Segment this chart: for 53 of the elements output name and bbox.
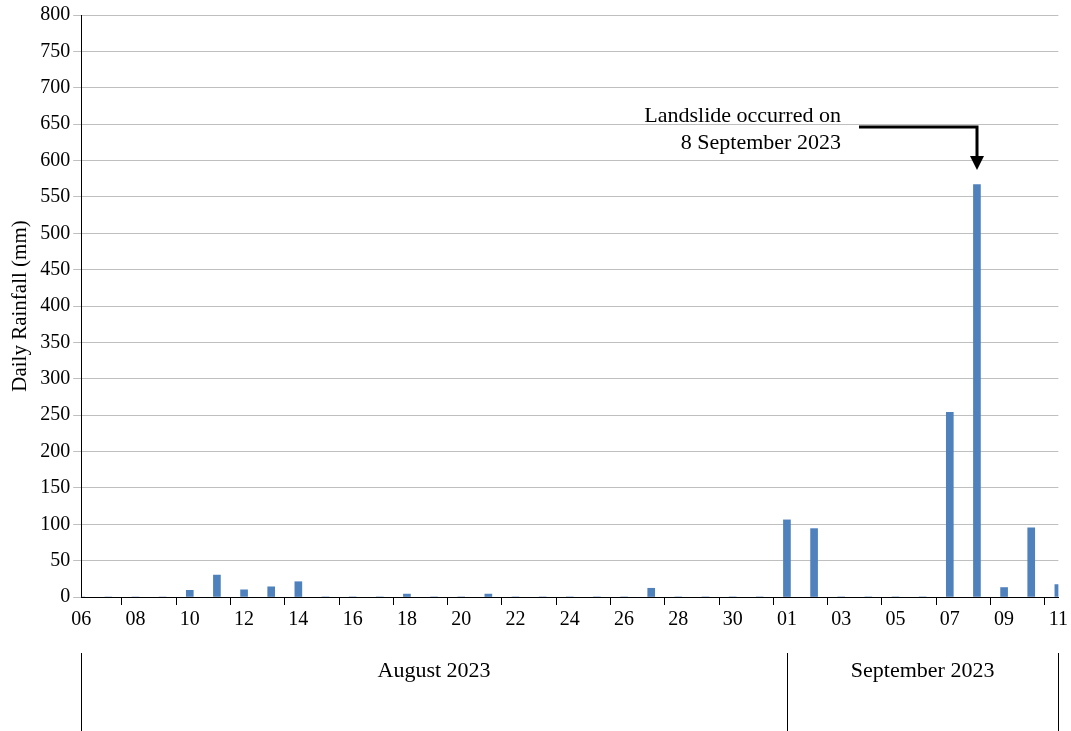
y-tick-label: 350 [40, 329, 71, 352]
y-tick-label: 150 [40, 475, 71, 498]
bar [945, 411, 954, 597]
bar [185, 590, 194, 597]
x-tick-label: 16 [342, 607, 363, 630]
y-tick-label: 750 [40, 38, 71, 61]
bar [783, 519, 791, 597]
bar [1027, 527, 1036, 597]
y-tick-label: 100 [40, 511, 71, 534]
x-tick-label: 18 [396, 607, 417, 630]
y-tick-label: 50 [50, 547, 71, 570]
y-tick-label: 400 [40, 293, 71, 316]
x-tick-label: 03 [831, 607, 852, 630]
x-tick-label: 28 [668, 607, 689, 630]
y-tick-label: 600 [40, 147, 71, 170]
bar [294, 581, 303, 597]
bar [267, 586, 276, 597]
x-tick-label: 06 [71, 607, 92, 630]
x-tick-label: 14 [288, 607, 309, 630]
x-tick-label: 24 [559, 607, 580, 630]
annotation: Landslide occurred on 8 September 2023 [644, 100, 841, 155]
x-tick-label: 22 [505, 607, 526, 630]
y-tick-label: 550 [40, 184, 71, 207]
y-tick-label: 250 [40, 402, 71, 425]
text: September 2023 [850, 656, 995, 682]
bar [403, 593, 411, 597]
y-tick-label: 300 [40, 366, 71, 388]
x-tick-label: 10 [179, 607, 200, 630]
y-axis-title: Daily Rainfall (mm) [7, 220, 32, 392]
bar [240, 589, 248, 597]
x-tick-label: 01 [776, 607, 797, 630]
bar [647, 587, 656, 597]
y-tick-label: 450 [40, 256, 71, 279]
x-tick-label: 20 [451, 607, 472, 630]
x-tick-label: 05 [885, 607, 906, 630]
x-tick-label: 12 [234, 607, 255, 630]
y-tick-label: 700 [40, 75, 71, 97]
y-tick-label: 200 [40, 438, 71, 461]
x-tick-label: 26 [614, 607, 635, 630]
x-tick-label: 30 [722, 607, 743, 630]
y-tick-label: 0 [60, 584, 71, 607]
bar [213, 574, 221, 597]
bar [810, 528, 818, 597]
x-tick-label: 07 [939, 607, 960, 630]
x-tick-label: 08 [125, 607, 146, 630]
x-tick-label: 11 [1048, 607, 1068, 630]
x-tick-label: 09 [994, 607, 1015, 630]
y-tick-label: 650 [40, 111, 71, 134]
y-tick-label: 500 [40, 220, 71, 243]
bar [973, 184, 981, 597]
bar [1000, 587, 1008, 597]
text: August 2023 [377, 656, 491, 682]
y-tick-label: 800 [40, 2, 71, 25]
